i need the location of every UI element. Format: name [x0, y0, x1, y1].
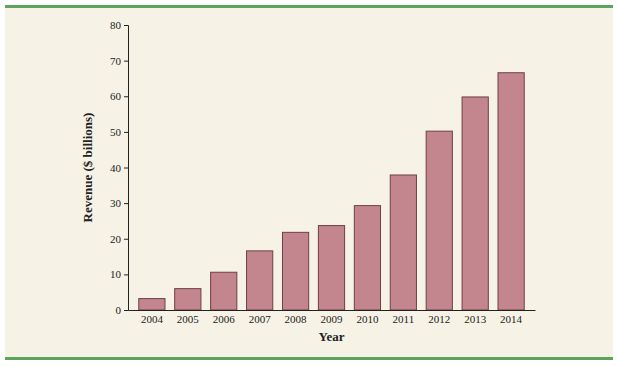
y-tick: 10 — [110, 268, 128, 280]
y-tick-mark — [124, 61, 128, 62]
bar — [139, 299, 165, 310]
y-tick-label: 10 — [110, 268, 122, 280]
y-tick: 30 — [110, 197, 128, 209]
y-tick-mark — [124, 168, 128, 169]
chart-svg: 0102030405060708020042005200620072008200… — [0, 0, 618, 366]
x-tick-label: 2014 — [500, 313, 523, 325]
background — [5, 7, 613, 358]
y-tick-mark — [124, 274, 128, 275]
x-tick-label: 2010 — [356, 313, 379, 325]
bar — [354, 206, 380, 310]
x-tick: 2005 — [177, 310, 200, 325]
y-tick: 50 — [110, 126, 128, 138]
y-tick-mark — [124, 203, 128, 204]
top-rule — [5, 5, 613, 8]
bar — [211, 272, 237, 310]
x-tick-label: 2012 — [428, 313, 450, 325]
y-tick-mark — [124, 310, 128, 311]
y-tick-label: 80 — [110, 19, 122, 31]
y-tick-label: 20 — [110, 233, 122, 245]
x-tick-label: 2005 — [177, 313, 200, 325]
y-tick-mark — [124, 96, 128, 97]
x-tick: 2006 — [213, 310, 236, 325]
y-tick-label: 30 — [110, 197, 122, 209]
y-tick-label: 40 — [110, 162, 122, 174]
y-axis: 0 10 20 30 40 50 60 70 80 — [110, 19, 129, 316]
x-tick: 2013 — [464, 310, 487, 325]
bar — [282, 232, 308, 310]
x-axis-title: Year — [319, 329, 345, 344]
x-tick: 2010 — [356, 310, 379, 325]
x-tick-label: 2011 — [393, 313, 415, 325]
y-tick-mark — [124, 25, 128, 26]
x-tick: 2004 — [141, 310, 164, 325]
bar — [462, 97, 488, 310]
y-tick-label: 70 — [110, 55, 122, 67]
y-tick: 40 — [110, 162, 128, 174]
bars — [139, 73, 524, 310]
y-tick: 80 — [110, 19, 128, 31]
y-axis-line — [124, 26, 129, 311]
y-tick: 0 — [116, 304, 129, 316]
x-tick-label: 2006 — [213, 313, 236, 325]
x-tick-label: 2007 — [249, 313, 272, 325]
x-axis: 2004 2005 2006 2007 2008 2009 2010 2011 2012 2013… — [129, 310, 536, 325]
y-tick: 70 — [110, 55, 128, 67]
y-tick: 20 — [110, 233, 128, 245]
bar — [498, 73, 524, 310]
x-tick: 2007 — [249, 310, 272, 325]
bar — [426, 131, 452, 310]
bar — [390, 175, 416, 310]
x-tick: 2012 — [428, 310, 450, 325]
x-tick-label: 2013 — [464, 313, 487, 325]
x-tick: 2014 — [500, 310, 523, 325]
chart-container: 0102030405060708020042005200620072008200… — [0, 0, 618, 366]
bar — [318, 226, 344, 310]
x-tick-label: 2009 — [321, 313, 344, 325]
y-tick-label: 50 — [110, 126, 122, 138]
x-tick: 2011 — [393, 310, 415, 325]
y-tick-mark — [124, 132, 128, 133]
y-axis-title: Revenue ($ billions) — [80, 113, 95, 223]
bar — [175, 289, 201, 310]
y-tick-label: 0 — [116, 304, 122, 316]
x-axis-line — [129, 310, 536, 311]
y-tick: 60 — [110, 90, 128, 102]
x-tick-label: 2004 — [141, 313, 164, 325]
bottom-rule — [5, 357, 613, 360]
x-tick: 2008 — [285, 310, 308, 325]
y-tick-label: 60 — [110, 90, 122, 102]
y-tick-mark — [124, 239, 128, 240]
x-tick-label: 2008 — [285, 313, 308, 325]
x-tick: 2009 — [321, 310, 344, 325]
bar — [247, 251, 273, 310]
